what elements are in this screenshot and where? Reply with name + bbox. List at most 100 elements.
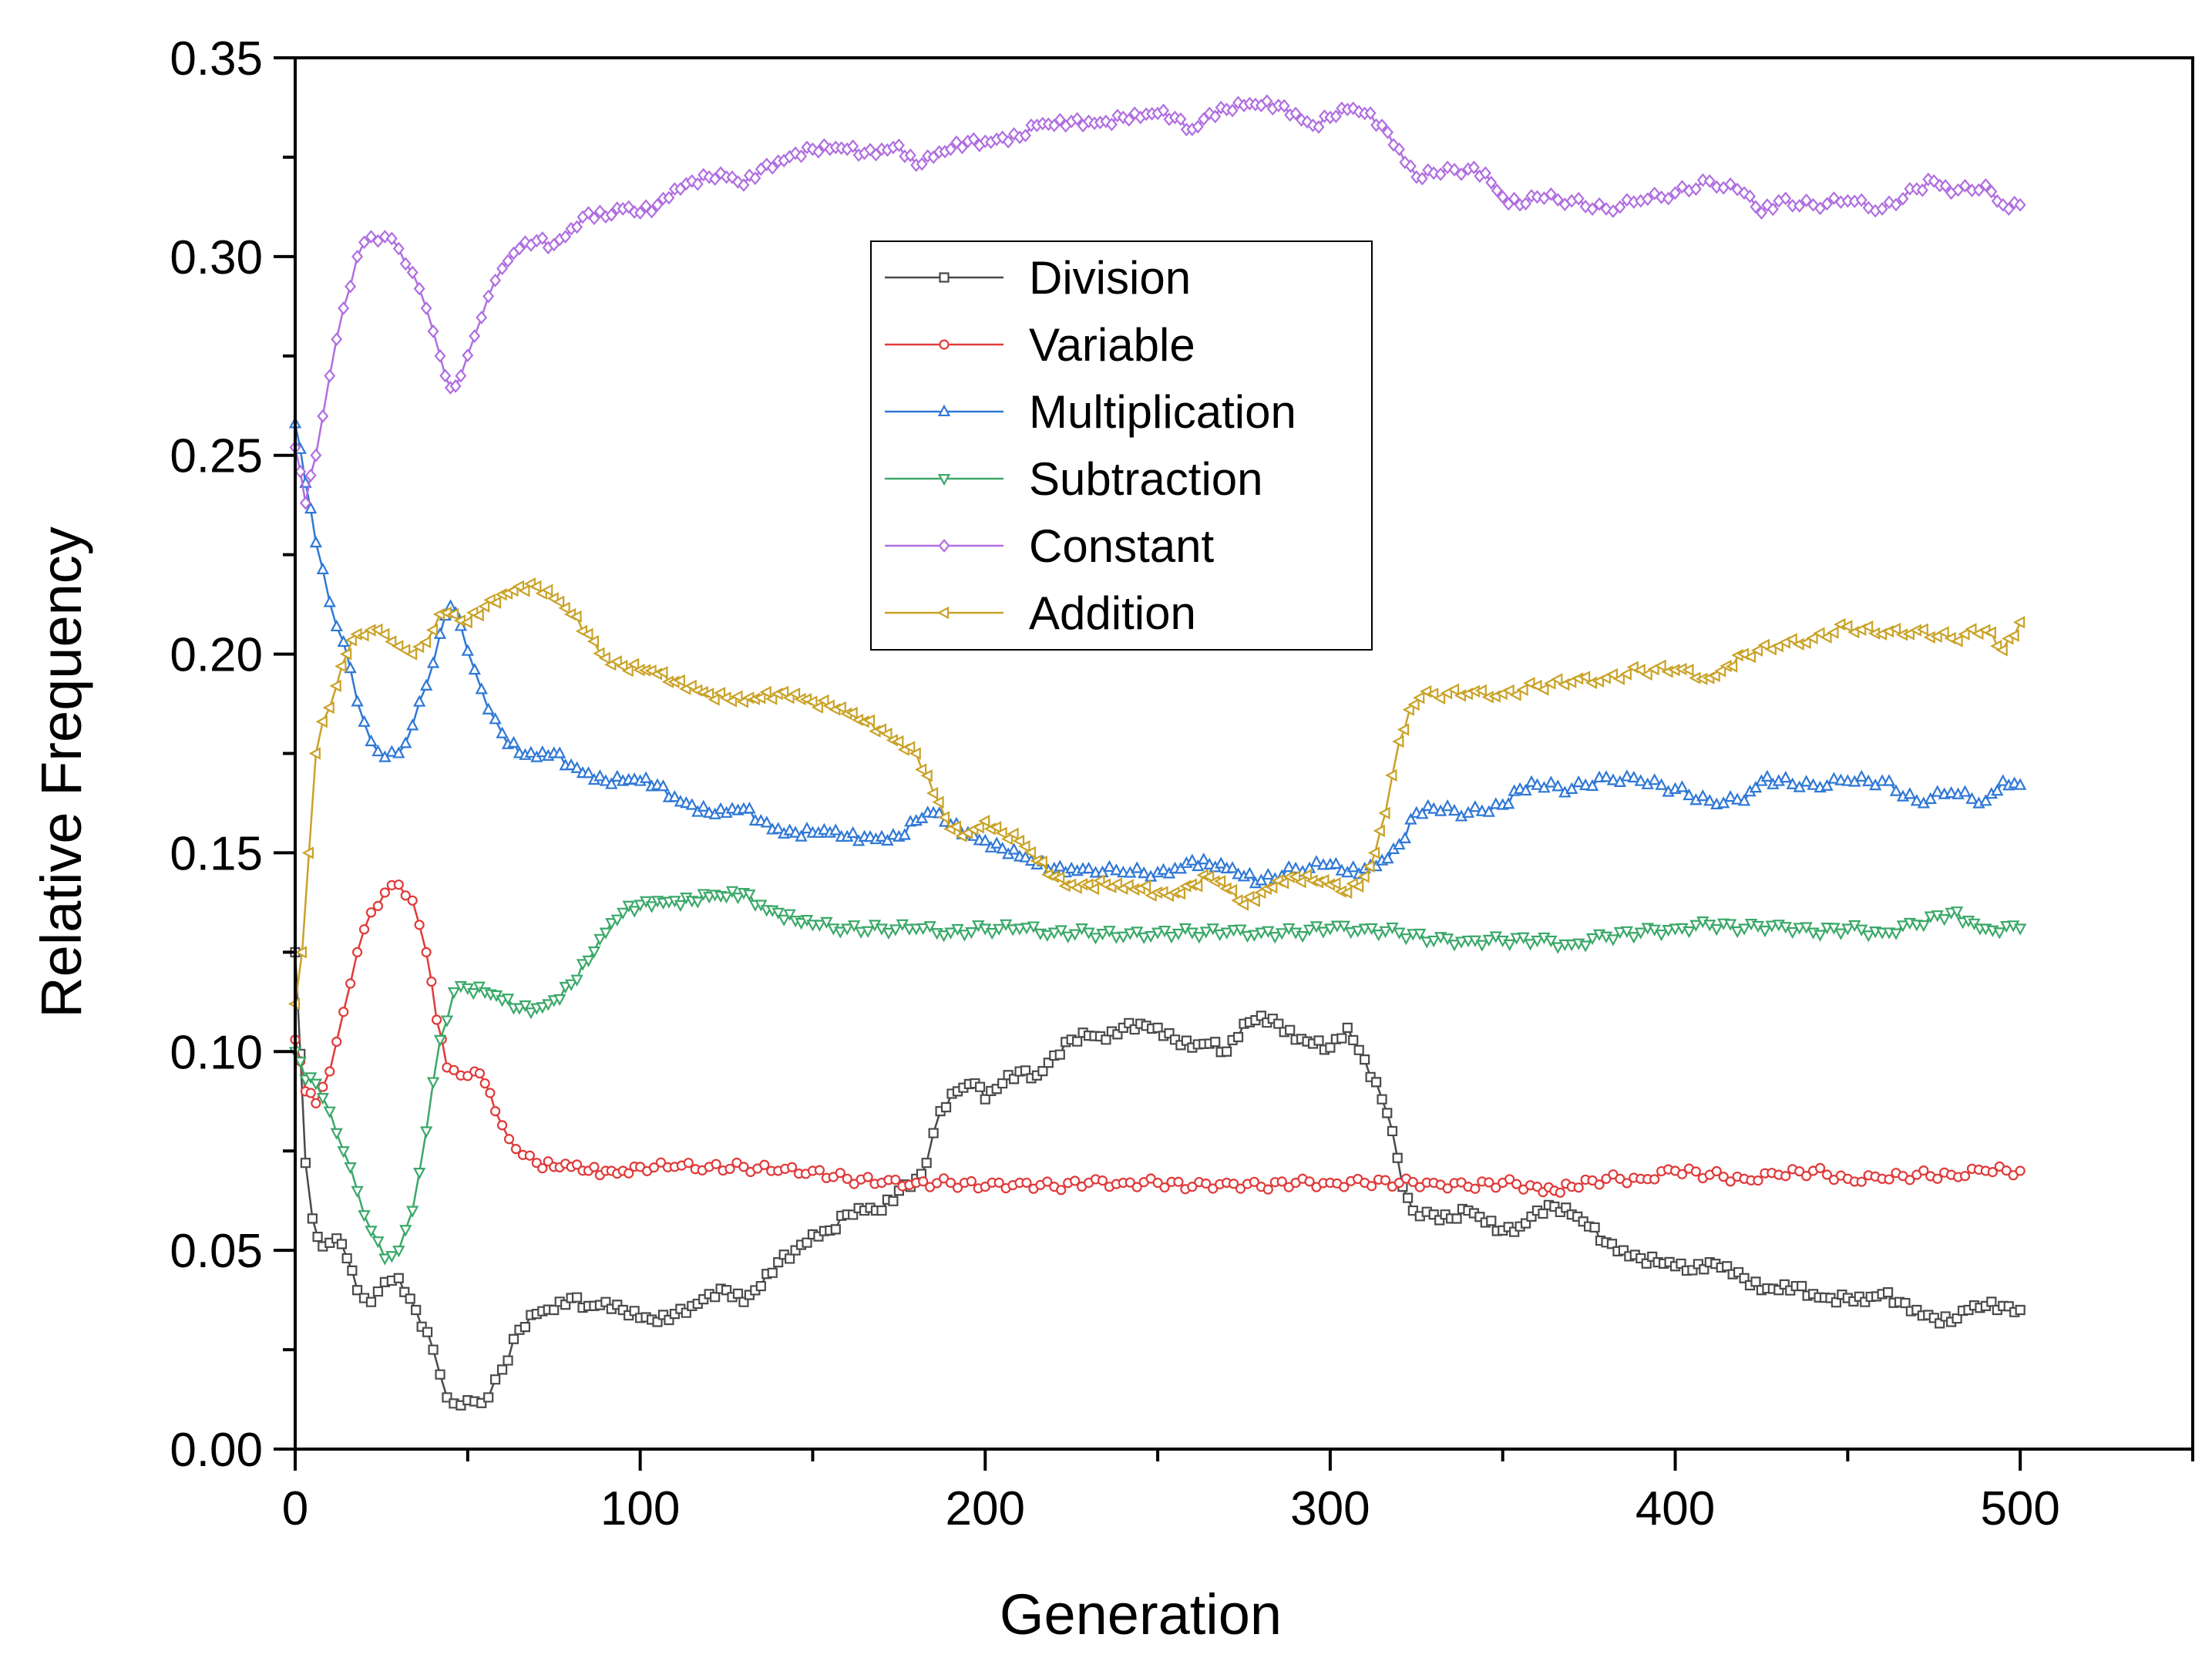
data-point (571, 1159, 583, 1170)
data-point (1360, 1054, 1370, 1065)
data-point (1373, 824, 1385, 838)
data-point (725, 886, 739, 898)
data-point (1068, 929, 1081, 941)
data-point (1304, 1176, 1315, 1187)
data-point (1793, 780, 1806, 792)
data-point (1121, 879, 1134, 892)
data-point (1486, 1216, 1497, 1226)
data-point (587, 946, 601, 959)
data-point (1201, 1178, 1212, 1189)
data-point (1896, 920, 1910, 933)
data-point (329, 679, 341, 692)
data-point (337, 1146, 350, 1159)
data-point (880, 727, 893, 741)
data-point (1682, 663, 1694, 677)
data-point (1572, 775, 1585, 788)
data-point (1124, 1177, 1135, 1188)
data-point (449, 1064, 459, 1075)
data-point (1757, 638, 1770, 652)
data-point (1330, 109, 1342, 123)
data-point (691, 177, 704, 191)
data-point (371, 1236, 385, 1249)
data-point (1491, 183, 1503, 197)
data-point (1008, 126, 1020, 141)
data-point (1972, 183, 1985, 197)
data-point (1991, 194, 2003, 208)
data-point (1325, 1042, 1336, 1053)
data-point (1708, 669, 1720, 682)
data-point (485, 1088, 496, 1098)
data-point (1342, 1022, 1353, 1033)
data-point (1593, 197, 1605, 211)
data-point (916, 156, 928, 171)
data-point (468, 662, 481, 675)
data-point (1516, 683, 1528, 697)
data-point (978, 815, 990, 828)
data-point (1158, 103, 1170, 118)
data-point (1296, 113, 1308, 127)
data-point (309, 535, 323, 548)
data-point (406, 1206, 419, 1218)
data-point (581, 627, 593, 641)
data-point (847, 139, 859, 153)
data-point (294, 1057, 307, 1069)
x-tick-label: 500 (1980, 1482, 2059, 1535)
data-point (589, 1162, 600, 1172)
data-point (1339, 1182, 1350, 1192)
data-point (1916, 623, 1928, 636)
data-point (1138, 866, 1151, 879)
data-point (582, 955, 595, 967)
data-point (479, 1078, 490, 1089)
data-point (405, 647, 418, 661)
data-point (2008, 1170, 2019, 1181)
data-point (830, 1224, 841, 1235)
data-point (1991, 784, 2004, 796)
data-point (1454, 937, 1468, 949)
legend-item-variable: Variable (885, 319, 1195, 371)
data-point (795, 149, 808, 163)
data-point (892, 735, 904, 748)
data-point (648, 1162, 660, 1173)
data-point (842, 1173, 852, 1184)
data-point (411, 1304, 422, 1316)
data-point (1071, 112, 1084, 126)
data-point (2014, 778, 2027, 790)
data-point (587, 634, 600, 648)
data-point (1703, 174, 1716, 188)
data-point (724, 694, 738, 708)
data-point (1020, 923, 1034, 935)
data-point (986, 927, 999, 940)
data-point (1820, 631, 1832, 644)
data-point (617, 907, 630, 920)
data-point (1309, 855, 1323, 867)
data-point (1711, 1166, 1722, 1177)
data-point (512, 580, 525, 594)
data-point (1730, 926, 1744, 939)
data-point (1627, 932, 1640, 944)
data-point (1192, 859, 1205, 872)
data-point (1235, 1183, 1246, 1194)
series-constant (289, 94, 2026, 510)
data-point (1447, 803, 1461, 816)
data-point (1054, 859, 1067, 872)
data-point (1855, 769, 1868, 782)
data-point (937, 930, 950, 943)
data-point (993, 1177, 1004, 1188)
data-point (1407, 698, 1420, 711)
data-point (421, 947, 432, 957)
data-point (760, 816, 773, 828)
data-point (2015, 1304, 2025, 1316)
data-point (1834, 928, 1847, 940)
data-point (1367, 1181, 1377, 1192)
data-point (339, 647, 352, 661)
data-point (1262, 867, 1275, 880)
data-point (1377, 1094, 1387, 1105)
data-point (426, 656, 440, 668)
legend-item-constant: Constant (885, 520, 1214, 572)
data-point (743, 802, 756, 814)
data-point (1340, 886, 1353, 900)
data-point (431, 1014, 442, 1025)
data-point (1814, 930, 1827, 942)
data-point (1206, 923, 1219, 936)
data-point (1138, 932, 1151, 944)
